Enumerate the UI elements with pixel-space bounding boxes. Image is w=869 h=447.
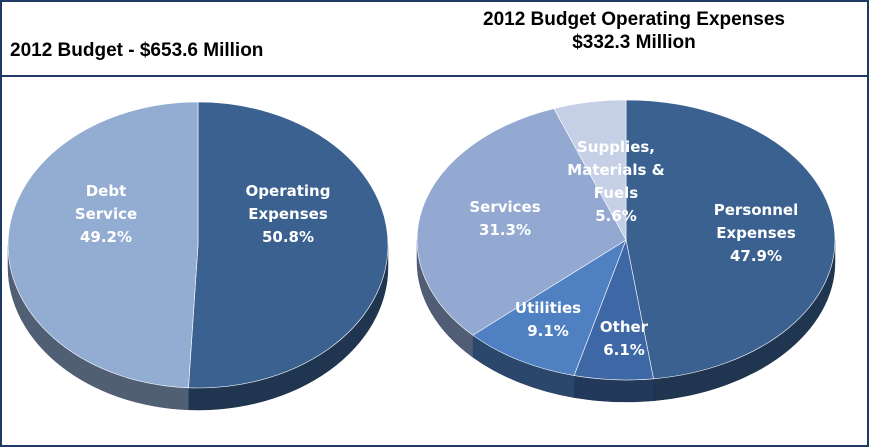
pie-slice-services: [416, 108, 627, 336]
right-chart-title-line2: $332.3 Million: [572, 32, 696, 53]
slice-label-services: Services 31.3%: [469, 198, 540, 239]
slice-label-other: Other 6.1%: [600, 318, 649, 359]
operating-expenses-pie: Personnel Expenses 47.9% Other 6.1% Utilities…: [416, 99, 836, 403]
slice-label-debt-service: Debt Service 49.2%: [75, 182, 137, 246]
pie-slice-personnel-expenses: [625, 99, 836, 380]
chart-header: 2012 Budget - $653.6 Million 2012 Budget…: [2, 2, 867, 77]
slice-label-personnel-expenses: Personnel Expenses 47.9%: [714, 201, 798, 265]
slice-label-operating-expenses: Operating Expenses 50.8%: [246, 182, 331, 246]
pie-slice-supplies-materials-fuels: [553, 99, 627, 241]
left-chart-title: 2012 Budget - $653.6 Million: [10, 40, 264, 61]
slice-label-supplies-materials-fuels: Supplies, Materials & Fuels 5.6%: [567, 138, 664, 225]
right-chart-title-line1: 2012 Budget Operating Expenses: [483, 9, 785, 30]
budget-pie: Operating Expenses 50.8% Debt Service 49.2%: [7, 101, 389, 411]
slice-label-utilities: Utilities 9.1%: [515, 299, 581, 340]
right-chart-title: 2012 Budget Operating Expenses $332.3 Mi…: [424, 8, 844, 54]
pie-slice-utilities: [472, 239, 627, 376]
pie-slice-operating-expenses: [188, 101, 389, 389]
pie-slice-debt-service: [7, 101, 199, 389]
